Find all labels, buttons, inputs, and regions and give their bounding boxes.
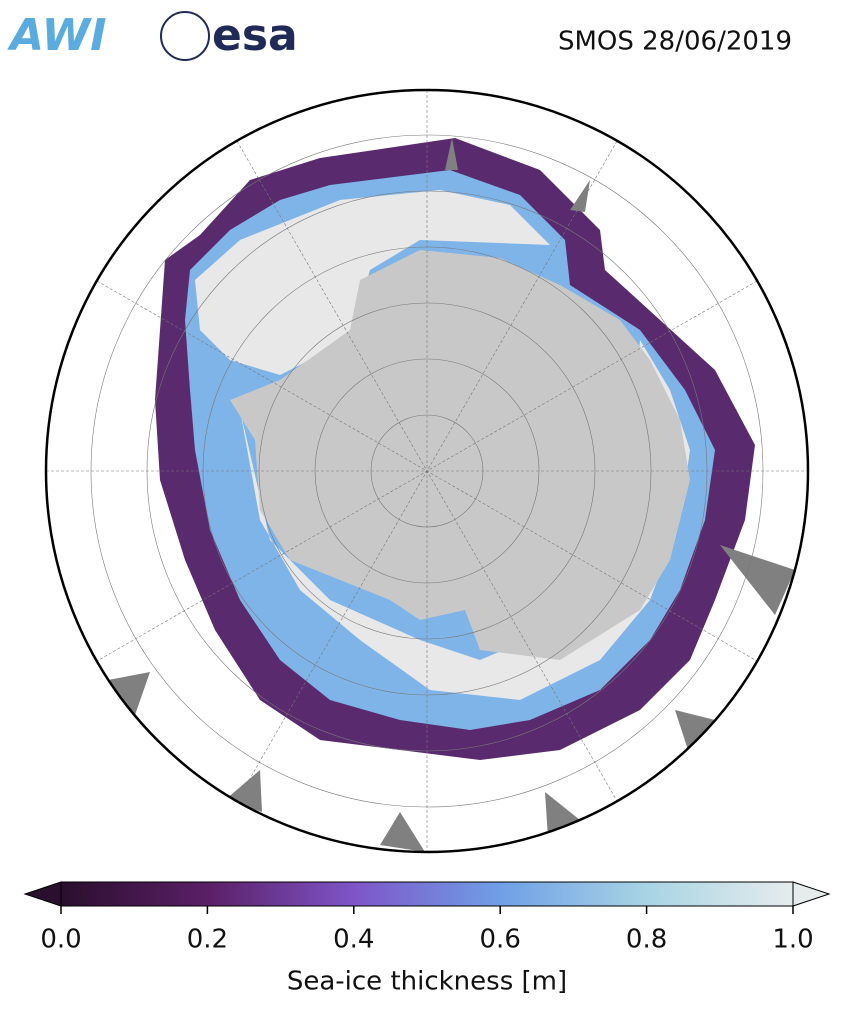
colorbar-tick-label: 0.4 <box>333 925 374 955</box>
antarctica <box>230 250 690 660</box>
colorbar-frame <box>60 881 794 907</box>
graticule <box>46 90 808 852</box>
colorbar-extend-low <box>23 881 62 907</box>
map <box>46 90 808 852</box>
colorbar-extend-high <box>792 881 831 907</box>
colorbar-tick-label: 1.0 <box>772 925 813 955</box>
title: SMOS 28/06/2019 <box>558 27 792 57</box>
colorbar-tick-label: 0.8 <box>626 925 667 955</box>
colorbar-label: Sea-ice thickness [m] <box>287 967 567 997</box>
colorbar-tick-label: 0.6 <box>480 925 521 955</box>
map-border <box>44 88 810 854</box>
awi-logo: AWI <box>7 10 107 61</box>
colorbar-tick-label: 0.2 <box>187 925 228 955</box>
esa-emblem <box>160 11 210 61</box>
colorbar-tick-label: 0.0 <box>40 925 81 955</box>
colorbar <box>61 882 793 906</box>
sea-ice-thick <box>195 190 550 375</box>
sea-ice-thick <box>240 340 690 700</box>
esa-logo: esa <box>212 10 298 61</box>
